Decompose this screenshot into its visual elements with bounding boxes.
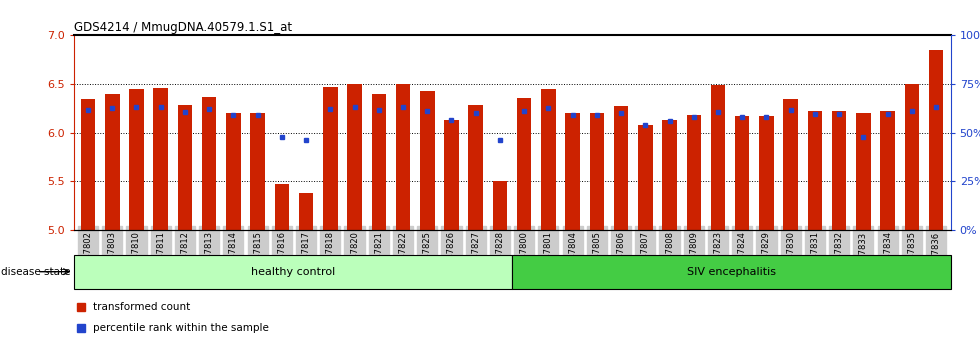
Bar [710,85,725,230]
Bar [347,84,362,230]
Bar [638,125,653,230]
Bar [857,113,870,230]
Text: SIV encephalitis: SIV encephalitis [687,267,776,277]
Text: percentile rank within the sample: percentile rank within the sample [93,323,269,333]
Bar [154,88,168,230]
Text: GDS4214 / MmugDNA.40579.1.S1_at: GDS4214 / MmugDNA.40579.1.S1_at [74,21,292,34]
Bar [371,94,386,230]
Bar [129,89,144,230]
Bar [662,120,677,230]
Bar [808,112,822,230]
Bar [687,115,701,230]
Bar [80,99,95,230]
Bar [177,105,192,230]
Bar [735,116,750,230]
Bar [420,91,434,230]
Bar [226,113,241,230]
Bar [274,184,289,230]
Bar [541,89,556,230]
Bar [832,112,847,230]
Bar [783,99,798,230]
FancyBboxPatch shape [74,255,512,289]
Bar [493,181,508,230]
Bar [396,84,411,230]
Bar [613,107,628,230]
Bar [202,97,217,230]
Bar [105,94,120,230]
Text: transformed count: transformed count [93,302,190,312]
Bar [760,116,774,230]
Bar [516,98,531,230]
Bar [880,112,895,230]
Bar [590,113,604,230]
Bar [565,113,580,230]
Text: disease state: disease state [1,267,71,277]
Bar [250,113,265,230]
Bar [468,105,483,230]
Bar [929,50,944,230]
Bar [299,193,314,230]
Bar [444,120,459,230]
Bar [905,84,919,230]
FancyBboxPatch shape [512,255,951,289]
Bar [323,87,337,230]
Text: healthy control: healthy control [251,267,335,277]
